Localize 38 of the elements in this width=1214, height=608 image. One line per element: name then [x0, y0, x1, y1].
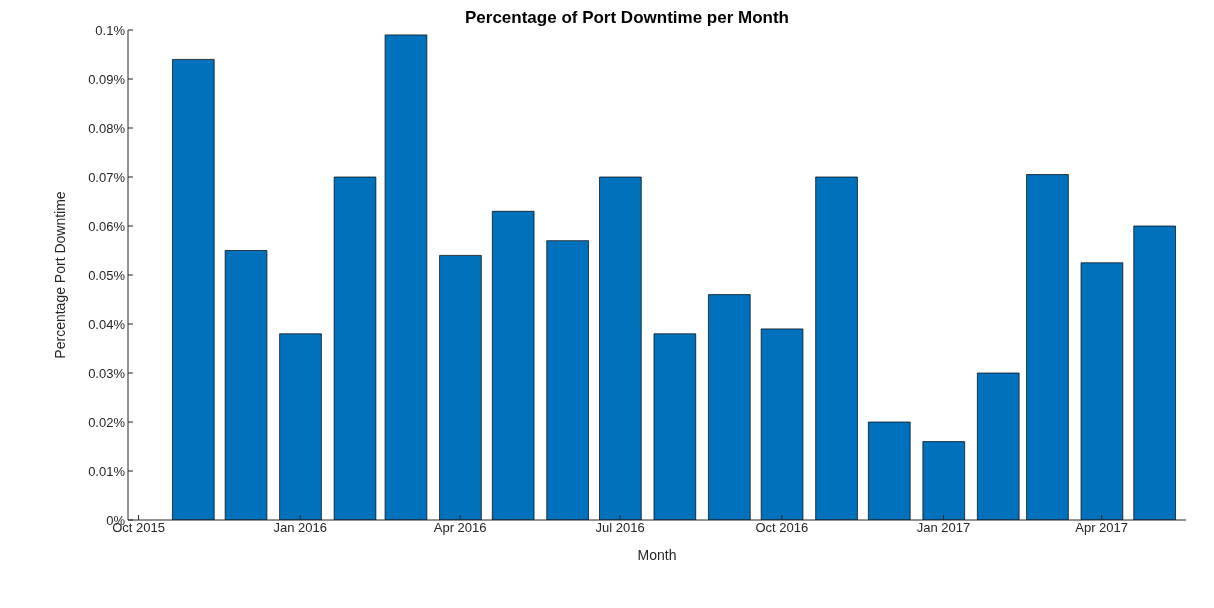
chart-title: Percentage of Port Downtime per Month — [465, 8, 789, 27]
bar — [1080, 262, 1124, 520]
bar — [922, 441, 965, 520]
y-tick-label: 0.09% — [88, 71, 126, 87]
x-axis-title: Month — [637, 547, 677, 563]
bar — [384, 34, 428, 520]
bar — [333, 176, 377, 520]
bar — [546, 240, 589, 520]
x-tick-label: Apr 2017 — [1075, 520, 1129, 536]
bar — [1133, 225, 1176, 520]
y-tick-label: 0.03% — [88, 365, 126, 381]
y-tick-label: 0.05% — [88, 267, 126, 283]
x-tick-label: Apr 2016 — [433, 520, 487, 536]
bar — [599, 176, 642, 520]
y-tick-label: 0.02% — [88, 414, 126, 430]
y-tick-label: 0.08% — [88, 120, 126, 136]
bar — [868, 421, 911, 520]
y-tick-label: 0.07% — [88, 169, 126, 185]
bar — [172, 59, 215, 520]
y-tick-label: 0.06% — [88, 218, 126, 234]
y-tick-label: 0.1% — [95, 22, 126, 38]
bar — [653, 333, 697, 520]
y-tick-label: 0.04% — [88, 316, 126, 332]
x-tick-label: Jan 2016 — [273, 520, 327, 536]
x-tick-label: Oct 2016 — [755, 520, 809, 536]
bar — [977, 372, 1020, 520]
bar — [1026, 174, 1069, 520]
y-tick-label: 0.01% — [88, 463, 126, 479]
bar — [491, 210, 535, 520]
bar — [279, 333, 322, 520]
bar — [224, 250, 268, 520]
bar — [815, 176, 858, 520]
y-axis-title: Percentage Port Downtime — [51, 191, 68, 359]
bar — [439, 255, 482, 520]
x-tick-label: Jul 2016 — [595, 520, 645, 536]
bar — [760, 328, 804, 520]
x-tick-label: Jan 2017 — [916, 520, 971, 536]
bar — [708, 294, 751, 520]
